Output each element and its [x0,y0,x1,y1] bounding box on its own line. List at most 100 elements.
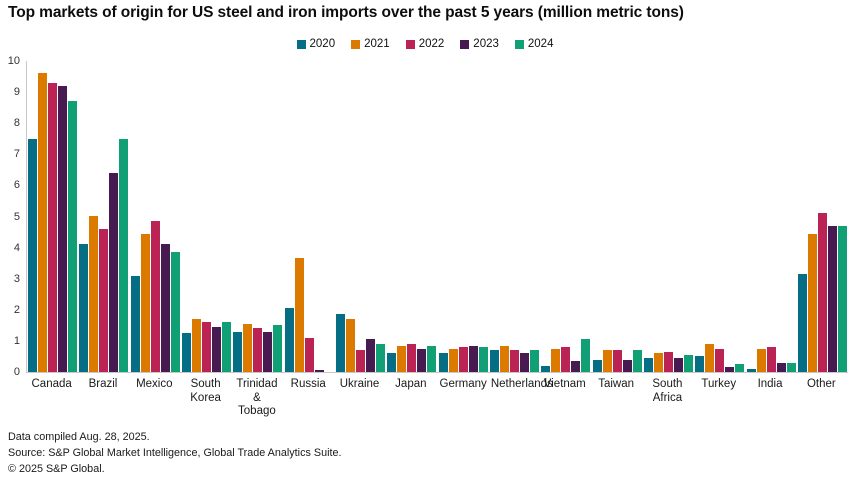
bar-brazil-2022 [99,229,109,372]
bar-mexico-2021 [140,234,150,372]
y-tick-label: 7 [13,148,20,161]
legend-label: 2022 [418,38,445,50]
x-axis-label-trinidad-tobago: Trinidad & Tobago [236,378,278,417]
x-axis-label-netherlands: Netherlands [490,378,553,390]
bar-group-vietnam [540,61,591,372]
x-axis-label-japan: Japan [395,378,427,390]
bar-group-germany [438,61,489,372]
bar-germany-2024 [478,347,488,372]
plot-area [26,61,848,373]
bar-brazil-2023 [109,173,119,372]
bar-turkey-2021 [705,344,715,372]
bar-south-korea-2022 [202,322,212,372]
bar-trinidad-tobago-2020 [233,332,243,372]
legend-swatch-icon [405,39,415,49]
bar-turkey-2023 [725,367,735,372]
bar-taiwan-2022 [612,350,622,372]
bar-group-taiwan [591,61,642,372]
bar-vietnam-2023 [571,361,581,372]
bar-ukraine-2024 [376,344,386,372]
bar-trinidad-tobago-2024 [273,325,283,372]
bar-russia-2023 [314,370,324,372]
bar-canada-2020 [28,139,38,372]
x-axis-label-vietnam: Vietnam [543,378,586,390]
bar-russia-2022 [304,338,314,372]
y-tick-label: 2 [13,303,20,316]
bar-russia-2020 [284,308,294,372]
bar-south-korea-2021 [192,319,202,372]
y-tick-label: 0 [13,366,20,378]
bar-group-other [797,61,848,372]
bar-group-netherlands [489,61,540,372]
bar-south-korea-2020 [182,333,192,372]
legend-label: 2020 [309,38,336,50]
y-tick-label: 9 [13,86,20,99]
x-axis-label-russia: Russia [290,378,326,390]
bar-mexico-2020 [130,276,140,372]
legend-label: 2021 [364,38,390,50]
bar-ukraine-2020 [336,314,346,372]
bar-netherlands-2022 [509,350,519,372]
bar-ukraine-2021 [346,319,356,372]
bar-russia-2021 [294,258,304,372]
x-axis-label-other: Other [806,378,836,390]
bar-japan-2021 [397,346,407,372]
bar-germany-2021 [448,349,458,372]
legend-item-2024: 2024 [514,38,554,50]
bar-canada-2023 [58,86,68,372]
x-axis-labels: Canada Brazil Mexico South Korea Trinidad & … [26,373,847,419]
bar-vietnam-2020 [541,366,551,372]
bar-other-2024 [837,226,847,372]
legend-swatch-icon [460,39,470,49]
bar-south-korea-2023 [212,327,222,372]
x-axis-label-canada: Canada [31,378,72,390]
y-tick-label: 10 [7,55,20,67]
bar-trinidad-tobago-2021 [243,324,253,372]
bar-germany-2020 [438,353,448,372]
bar-mexico-2022 [150,221,160,372]
legend-swatch-icon [351,39,361,49]
bar-brazil-2021 [89,216,99,372]
x-axis-label-south-korea: South Korea [190,378,221,404]
bar-vietnam-2022 [561,347,571,372]
bar-brazil-2024 [119,139,129,372]
bar-netherlands-2024 [529,350,539,372]
bar-japan-2022 [407,344,417,372]
bar-south-africa-2022 [663,352,673,372]
bar-other-2021 [807,234,817,372]
bar-india-2023 [776,363,786,372]
legend-label: 2024 [527,38,554,50]
bar-south-africa-2023 [673,358,683,372]
bar-vietnam-2021 [551,349,561,372]
bar-taiwan-2023 [622,360,632,372]
bar-japan-2024 [427,346,437,372]
bar-netherlands-2020 [489,350,499,372]
y-tick-label: 3 [13,272,20,285]
bar-india-2024 [786,363,796,372]
bar-mexico-2024 [170,252,180,372]
legend-item-2020: 2020 [296,38,336,50]
footer-source: Source: S&P Global Market Intelligence, … [8,447,342,459]
bar-germany-2022 [458,347,468,372]
bar-turkey-2024 [735,364,745,372]
y-tick-label: 6 [13,179,20,192]
x-axis-label-taiwan: Taiwan [598,378,634,390]
x-axis-label-germany: Germany [439,378,487,390]
legend: 2020 2021 2022 2023 2024 [0,38,850,50]
footer: Data compiled Aug. 28, 2025. Source: S&P… [8,429,341,477]
bar-vietnam-2024 [581,339,591,372]
bar-group-trinidad-tobago [232,61,283,372]
bar-group-russia [284,61,335,372]
bar-ukraine-2022 [356,350,366,372]
bar-group-turkey [694,61,745,372]
y-tick-label: 4 [13,241,20,254]
bar-taiwan-2020 [592,360,602,372]
bar-group-ukraine [335,61,386,372]
bar-netherlands-2021 [499,346,509,372]
bar-canada-2022 [48,83,58,372]
bar-group-south-africa [643,61,694,372]
bar-netherlands-2023 [519,353,529,372]
y-tick-label: 8 [13,117,20,130]
bar-ukraine-2023 [366,339,376,372]
